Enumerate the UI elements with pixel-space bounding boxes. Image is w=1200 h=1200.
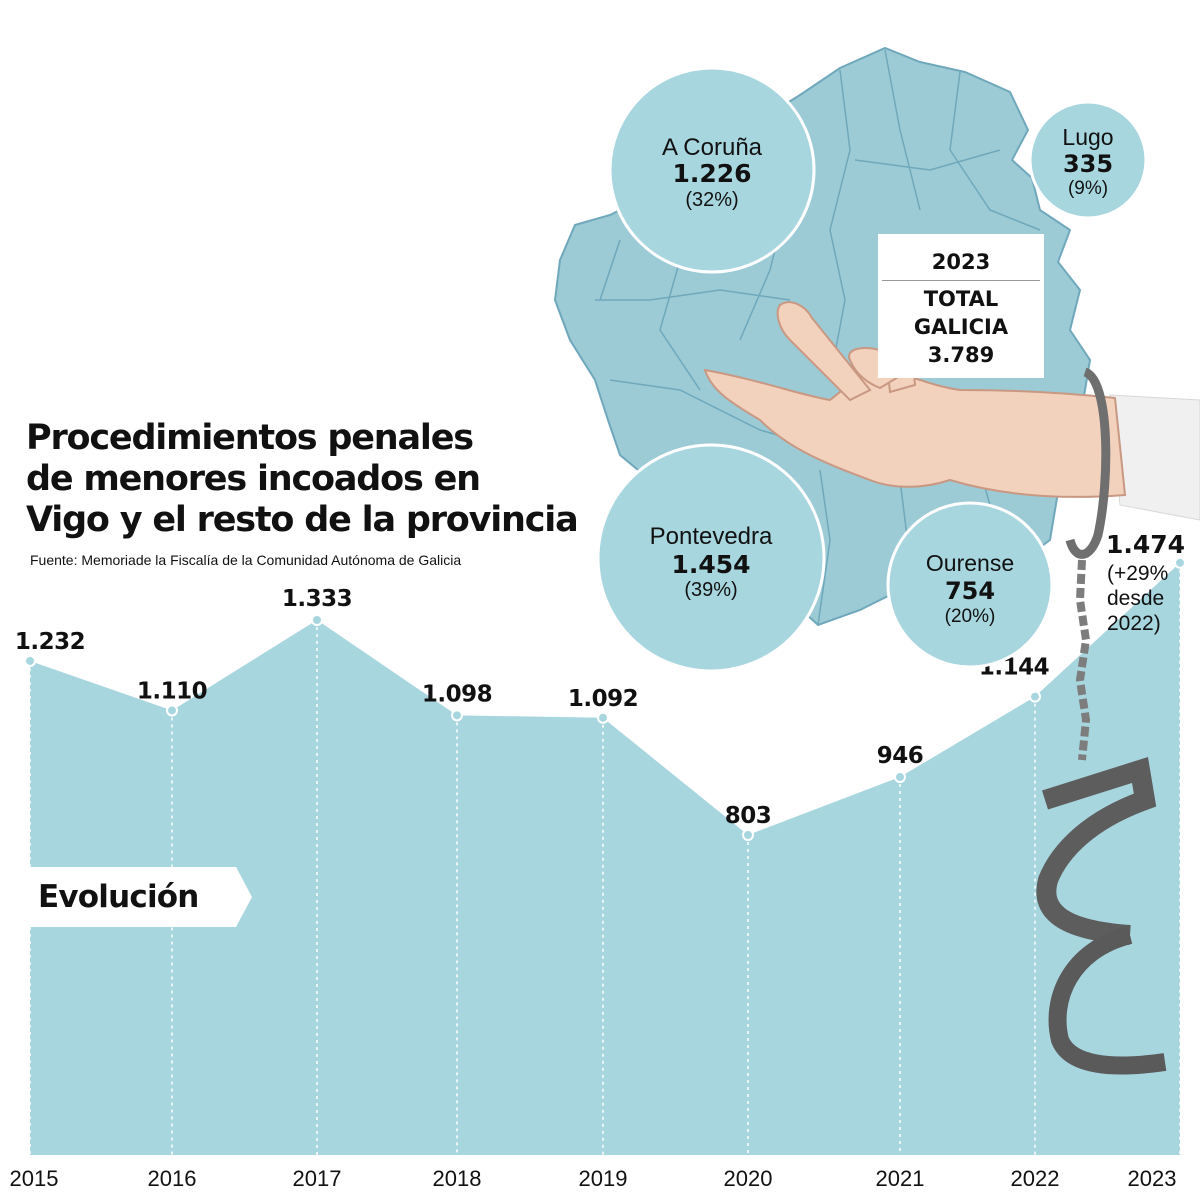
x-label-2022: 2022 xyxy=(1011,1166,1060,1191)
data-label-2016: 1.110 xyxy=(137,678,207,704)
total-label-2: GALICIA xyxy=(913,315,1009,339)
shirt-cuff xyxy=(1109,394,1200,521)
circle-pontevedra xyxy=(596,443,826,673)
last-value-note-line1: (+29% xyxy=(1107,562,1168,585)
province-name-pontevedra: Pontevedra xyxy=(650,523,773,550)
title-line-2: de menores incoados en xyxy=(26,459,481,499)
province-value-pontevedra: 1.454 xyxy=(671,550,750,579)
point-2020 xyxy=(742,829,754,841)
last-value-note: 1.474 (+29% desde 2022) xyxy=(1106,530,1185,635)
circle-a-coruna xyxy=(608,66,816,274)
province-name-a-coruna: A Coruña xyxy=(662,134,763,161)
data-points xyxy=(24,556,1186,841)
handcuffs-illustration xyxy=(1036,367,1167,1075)
x-label-2021: 2021 xyxy=(876,1166,925,1191)
hand-finger-index xyxy=(776,301,872,402)
data-label-2020: 803 xyxy=(725,803,772,829)
x-axis-labels: 2015 2016 2017 2018 2019 2020 2021 2022 2023 xyxy=(10,1166,1177,1191)
title-line-3: Vigo y el resto de la provincia xyxy=(26,500,579,540)
x-label-2018: 2018 xyxy=(433,1166,482,1191)
x-label-2020: 2020 xyxy=(724,1166,773,1191)
last-value-note-line2: desde xyxy=(1107,587,1164,610)
point-2016 xyxy=(166,704,178,717)
point-2023 xyxy=(1174,556,1186,569)
point-2022 xyxy=(1029,690,1041,703)
circle-lugo xyxy=(1028,100,1148,220)
evolution-label: Evolución xyxy=(38,879,199,915)
circle-ourense xyxy=(886,501,1054,669)
province-circles: A Coruña 1.226 (32%) Lugo 335 (9%) Ponte… xyxy=(596,66,1148,673)
province-pct-ourense: (20%) xyxy=(945,606,996,627)
total-year: 2023 xyxy=(882,234,1040,281)
point-2019 xyxy=(597,711,609,724)
cuff-ring-top xyxy=(1065,367,1111,559)
last-value-note-line3: 2022) xyxy=(1107,612,1161,635)
data-label-2018: 1.098 xyxy=(422,681,492,707)
province-value-a-coruna: 1.226 xyxy=(672,159,751,188)
cuff-body-upper xyxy=(1036,756,1157,945)
province-value-ourense: 754 xyxy=(945,577,995,605)
last-value-label: 1.474 xyxy=(1106,530,1185,559)
total-value: 3.789 xyxy=(927,343,995,367)
chart-title: Procedimientos penales de menores incoad… xyxy=(26,418,579,541)
data-label-2017: 1.333 xyxy=(282,586,352,612)
province-name-lugo: Lugo xyxy=(1062,124,1113,150)
province-pct-lugo: (9%) xyxy=(1068,178,1108,199)
total-box: 2023 TOTAL GALICIA 3.789 xyxy=(878,234,1044,378)
point-2018 xyxy=(451,709,463,722)
x-label-2023: 2023 xyxy=(1128,1166,1177,1191)
data-label-2015: 1.232 xyxy=(15,629,85,655)
total-label-1: TOTAL xyxy=(923,287,999,311)
cuff-chain xyxy=(1075,559,1091,761)
point-2017 xyxy=(311,614,323,626)
province-value-lugo: 335 xyxy=(1063,150,1113,178)
province-name-ourense: Ourense xyxy=(926,550,1014,576)
cuff-body-lower xyxy=(1048,926,1167,1075)
x-label-2016: 2016 xyxy=(148,1166,197,1191)
title-line-1: Procedimientos penales xyxy=(26,418,474,458)
x-label-2017: 2017 xyxy=(293,1166,342,1191)
point-2015 xyxy=(24,654,36,667)
data-label-2021: 946 xyxy=(877,743,924,769)
data-label-2019: 1.092 xyxy=(568,686,638,712)
province-pct-a-coruna: (32%) xyxy=(685,189,738,211)
x-label-2015: 2015 xyxy=(10,1166,59,1191)
evolution-tag-shape xyxy=(28,867,252,927)
x-label-2019: 2019 xyxy=(579,1166,628,1191)
point-2021 xyxy=(894,770,906,783)
province-pct-pontevedra: (39%) xyxy=(684,579,737,601)
evolution-tag: Evolución xyxy=(28,867,252,927)
source-note: Fuente: Memoriade la Fiscalía de la Comu… xyxy=(30,552,462,568)
